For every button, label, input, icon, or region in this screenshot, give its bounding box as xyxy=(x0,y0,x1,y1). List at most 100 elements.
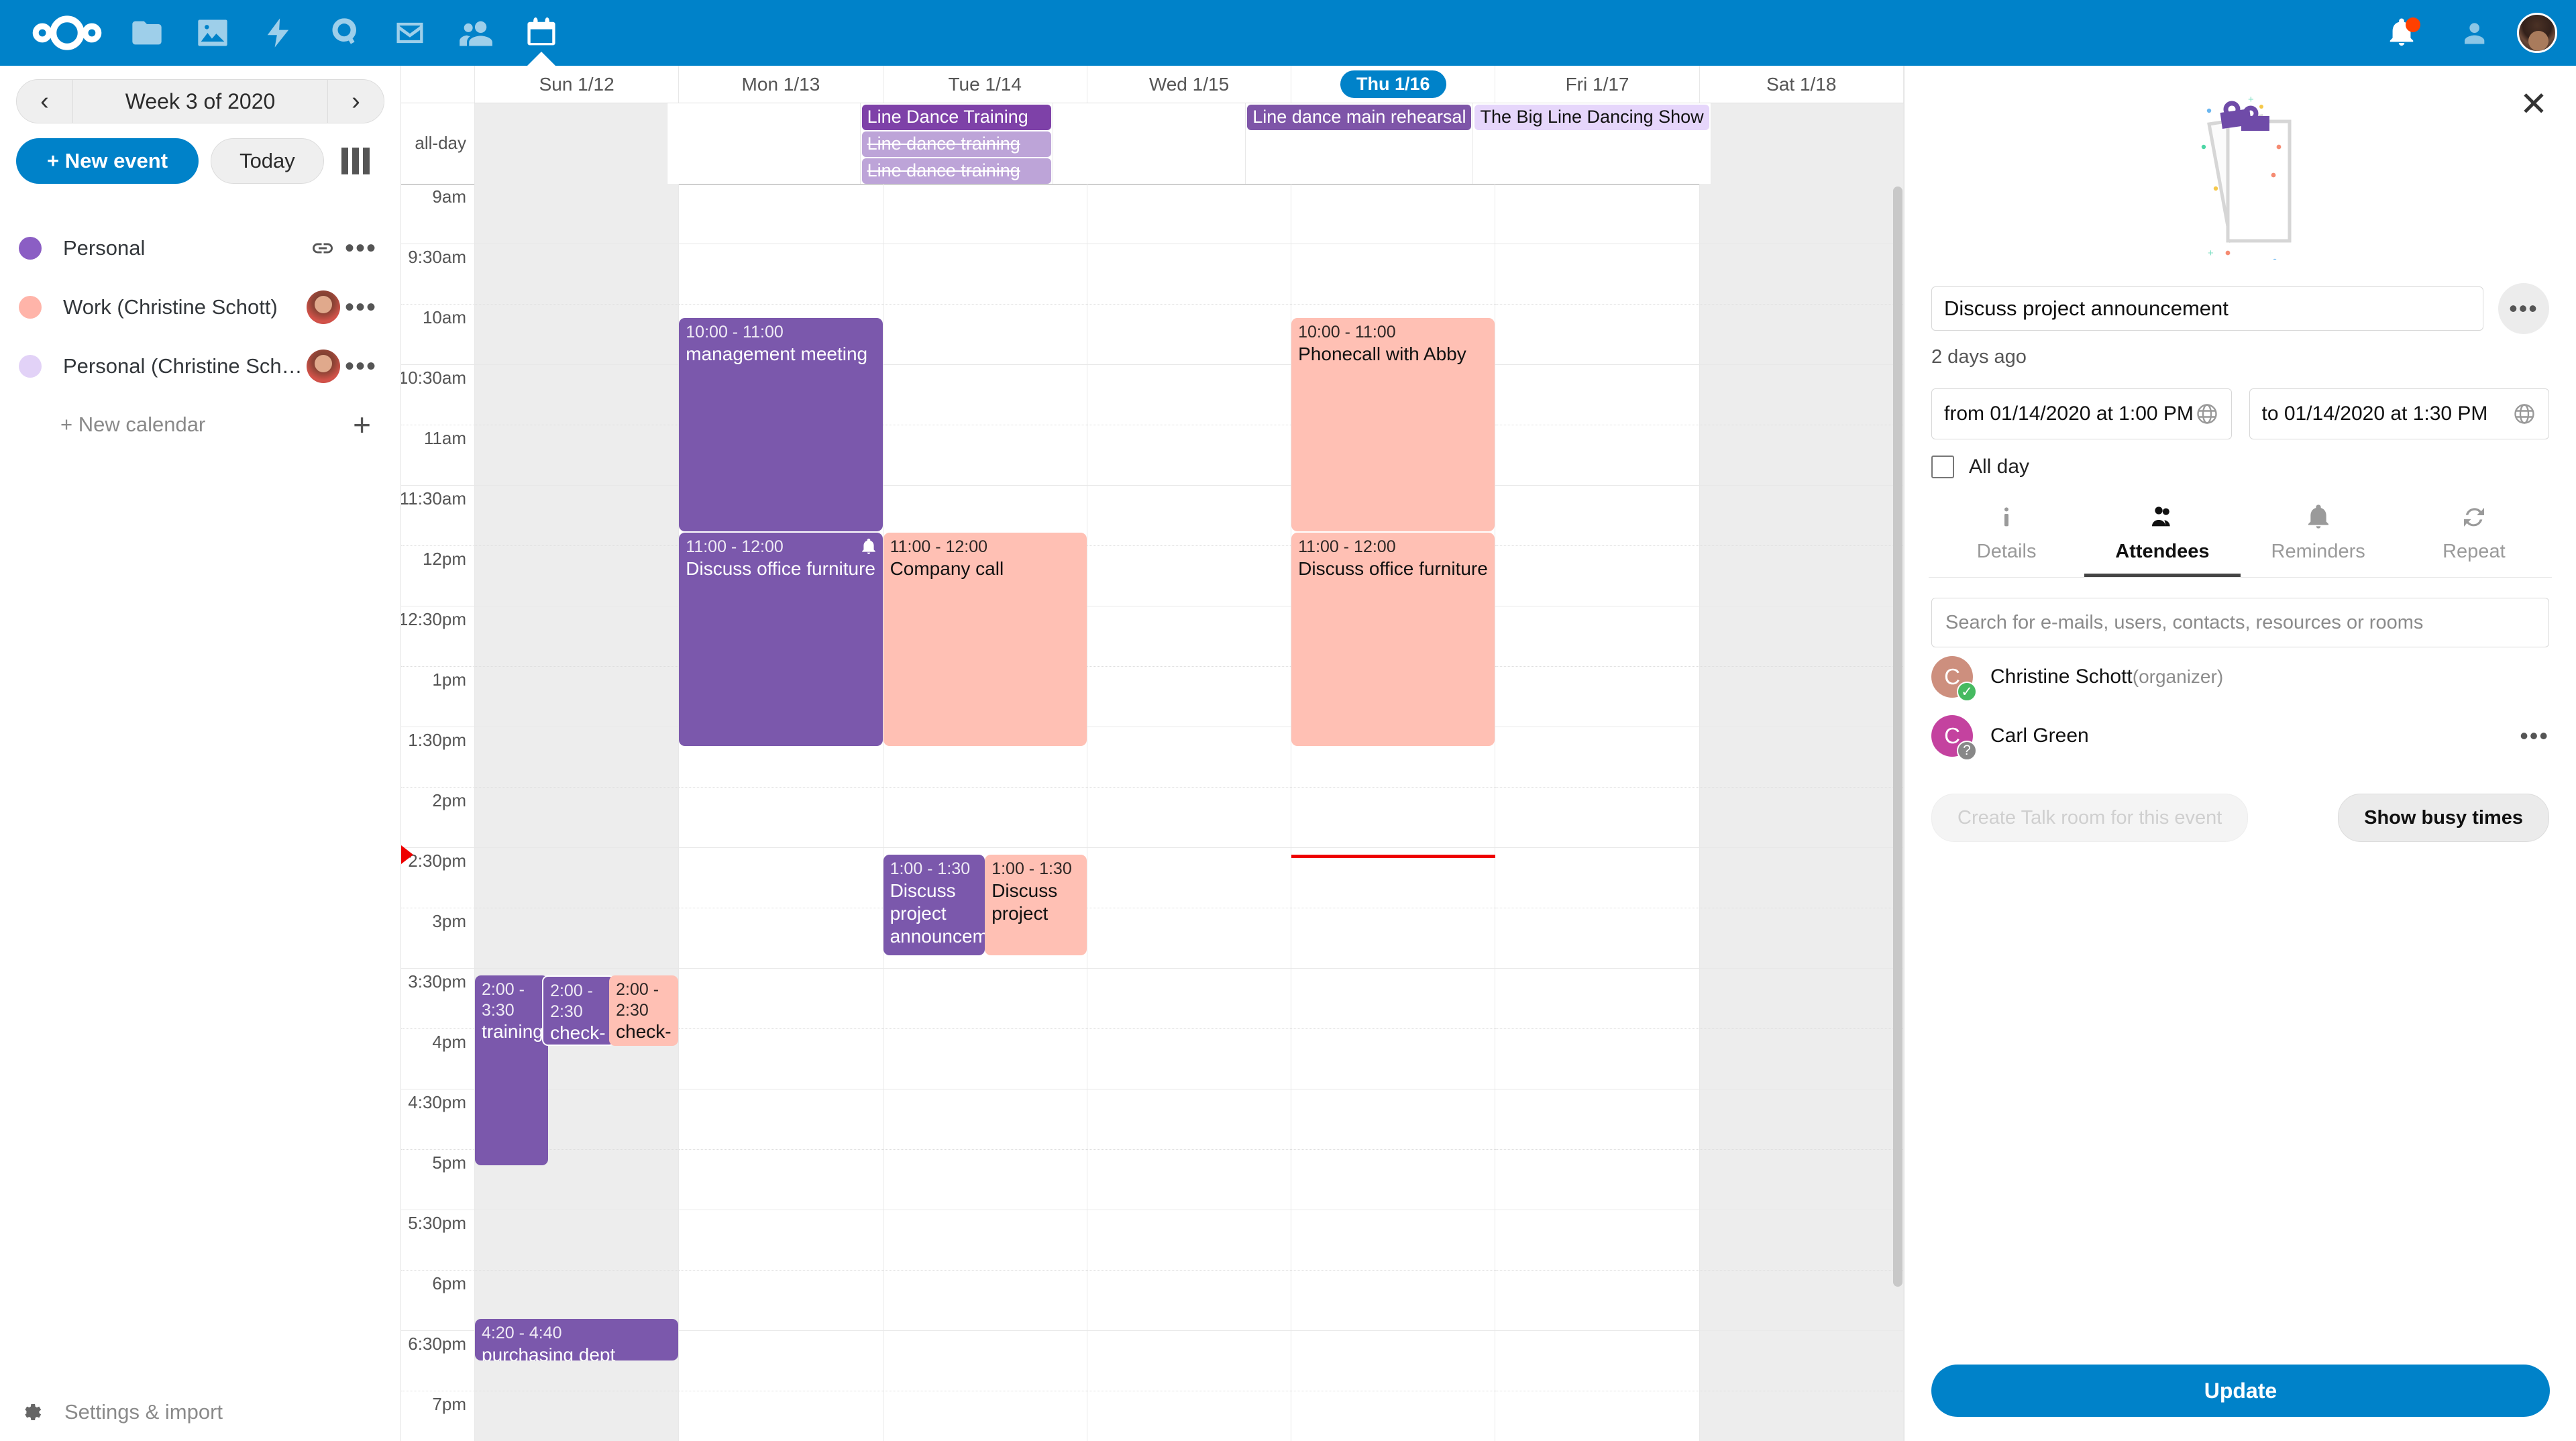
time-slot[interactable] xyxy=(1087,1391,1291,1441)
time-slot[interactable] xyxy=(679,1331,883,1391)
calendar-list-item[interactable]: Personal (Christine Scho… ••• xyxy=(0,337,400,396)
day-header[interactable]: Fri 1/17 xyxy=(1495,66,1700,103)
nav-activity[interactable] xyxy=(246,0,311,66)
time-slot[interactable] xyxy=(1495,969,1699,1029)
all-day-event[interactable]: Line dance training xyxy=(861,158,1051,184)
time-slot[interactable] xyxy=(883,788,1087,848)
time-slot[interactable] xyxy=(883,305,1087,365)
calendar-scrollbar[interactable] xyxy=(1893,186,1902,1287)
time-slot[interactable] xyxy=(475,546,679,606)
calendar-list-item[interactable]: Work (Christine Schott) ••• xyxy=(0,278,400,337)
all-day-column[interactable]: Line dance main rehearsal xyxy=(1246,103,1474,184)
event-end-field[interactable]: to 01/14/2020 at 1:30 PM xyxy=(2249,388,2549,439)
prev-week-button[interactable]: ‹ xyxy=(17,80,73,123)
time-slot[interactable] xyxy=(475,1391,678,1441)
time-slot[interactable] xyxy=(475,606,679,667)
time-slot[interactable] xyxy=(1087,365,1291,425)
time-slot[interactable] xyxy=(1291,1089,1495,1150)
time-slot[interactable] xyxy=(1291,184,1495,244)
time-slot[interactable] xyxy=(1699,1029,1903,1089)
time-slot[interactable] xyxy=(475,848,679,908)
calendar-menu-icon[interactable]: ••• xyxy=(344,233,377,263)
time-slot[interactable] xyxy=(1495,1210,1699,1271)
nav-files[interactable] xyxy=(114,0,180,66)
time-slot[interactable] xyxy=(1495,1089,1699,1150)
time-slot[interactable] xyxy=(1699,727,1903,788)
time-slot[interactable] xyxy=(883,1150,1087,1210)
time-slot[interactable] xyxy=(679,848,883,908)
attendee-menu-icon[interactable]: ••• xyxy=(2520,722,2549,749)
time-slot[interactable] xyxy=(1291,908,1495,969)
attendee-row[interactable]: C ✓ Christine Schott (organizer) xyxy=(1904,647,2576,706)
time-slot[interactable] xyxy=(1495,365,1699,425)
time-slot[interactable] xyxy=(1291,969,1495,1029)
week-title[interactable]: Week 3 of 2020 xyxy=(73,80,327,123)
today-button[interactable]: Today xyxy=(211,138,324,184)
time-slot[interactable] xyxy=(679,1089,883,1150)
time-slot[interactable] xyxy=(1495,667,1699,727)
calendar-event[interactable]: 4:20 - 4:40 purchasing dept xyxy=(475,1319,679,1360)
time-slot[interactable] xyxy=(679,908,883,969)
time-slot[interactable] xyxy=(883,1089,1087,1150)
day-header[interactable]: Wed 1/15 xyxy=(1087,66,1292,103)
time-slot[interactable] xyxy=(1699,606,1903,667)
time-slot[interactable] xyxy=(1291,1331,1495,1391)
time-slot[interactable] xyxy=(1087,908,1291,969)
all-day-event[interactable]: Line dance training xyxy=(861,131,1051,157)
settings-import-button[interactable]: Settings & import xyxy=(0,1383,401,1441)
attendee-row[interactable]: C? Carl Green ••• xyxy=(1904,706,2576,765)
time-slot[interactable] xyxy=(475,486,679,546)
time-slot[interactable] xyxy=(1087,1089,1291,1150)
day-column[interactable] xyxy=(1495,184,1700,1441)
time-slot[interactable] xyxy=(1087,184,1291,244)
new-event-button[interactable]: + New event xyxy=(16,138,199,184)
time-slot[interactable] xyxy=(1699,1271,1903,1331)
tab-reminders[interactable]: Reminders xyxy=(2241,504,2396,577)
time-slot[interactable] xyxy=(1087,244,1291,305)
day-header[interactable]: Mon 1/13 xyxy=(679,66,883,103)
show-busy-times-button[interactable]: Show busy times xyxy=(2338,794,2549,842)
time-slot[interactable] xyxy=(883,1271,1087,1331)
update-button[interactable]: Update xyxy=(1931,1365,2550,1417)
all-day-column[interactable] xyxy=(475,103,668,184)
time-slot[interactable] xyxy=(1699,305,1903,365)
calendar-event[interactable]: 11:00 - 12:00 Discuss office furniture xyxy=(1291,533,1495,746)
time-slot[interactable] xyxy=(679,727,883,788)
time-slot[interactable] xyxy=(475,1089,679,1150)
time-slot[interactable] xyxy=(475,727,679,788)
calendar-menu-icon[interactable]: ••• xyxy=(344,292,377,322)
time-slot[interactable] xyxy=(1699,365,1903,425)
time-slot[interactable] xyxy=(1700,1391,1903,1441)
day-column[interactable] xyxy=(1087,184,1292,1441)
time-slot[interactable] xyxy=(475,1029,679,1089)
calendar-event[interactable]: 10:00 - 11:00 Phonecall with Abby xyxy=(1291,318,1495,531)
time-slot[interactable] xyxy=(883,727,1087,788)
time-slot[interactable] xyxy=(1291,1391,1495,1441)
time-slot[interactable] xyxy=(1495,908,1699,969)
time-slot[interactable] xyxy=(1291,244,1495,305)
time-slot[interactable] xyxy=(883,1391,1087,1441)
time-slot[interactable] xyxy=(475,1331,679,1391)
time-slot[interactable] xyxy=(883,1210,1087,1271)
time-slot[interactable] xyxy=(679,788,883,848)
all-day-column[interactable]: Line Dance Training Line dance training Li… xyxy=(861,103,1053,184)
time-slot[interactable] xyxy=(1495,305,1699,365)
calendar-list-item[interactable]: Personal ••• xyxy=(0,219,400,278)
time-slot[interactable] xyxy=(1087,1271,1291,1331)
day-header[interactable]: Tue 1/14 xyxy=(883,66,1087,103)
time-slot[interactable] xyxy=(1087,727,1291,788)
time-slot[interactable] xyxy=(1699,908,1903,969)
time-slot[interactable] xyxy=(679,1210,883,1271)
nav-calendar[interactable] xyxy=(508,0,574,66)
time-slot[interactable] xyxy=(1699,788,1903,848)
time-slot[interactable] xyxy=(883,365,1087,425)
attendee-search-input[interactable] xyxy=(1931,598,2549,647)
nav-contacts[interactable] xyxy=(443,0,508,66)
time-slot[interactable] xyxy=(883,1029,1087,1089)
all-day-event[interactable]: Line dance main rehearsal xyxy=(1247,105,1472,130)
tab-repeat[interactable]: Repeat xyxy=(2396,504,2552,577)
time-slot[interactable] xyxy=(1291,848,1495,908)
